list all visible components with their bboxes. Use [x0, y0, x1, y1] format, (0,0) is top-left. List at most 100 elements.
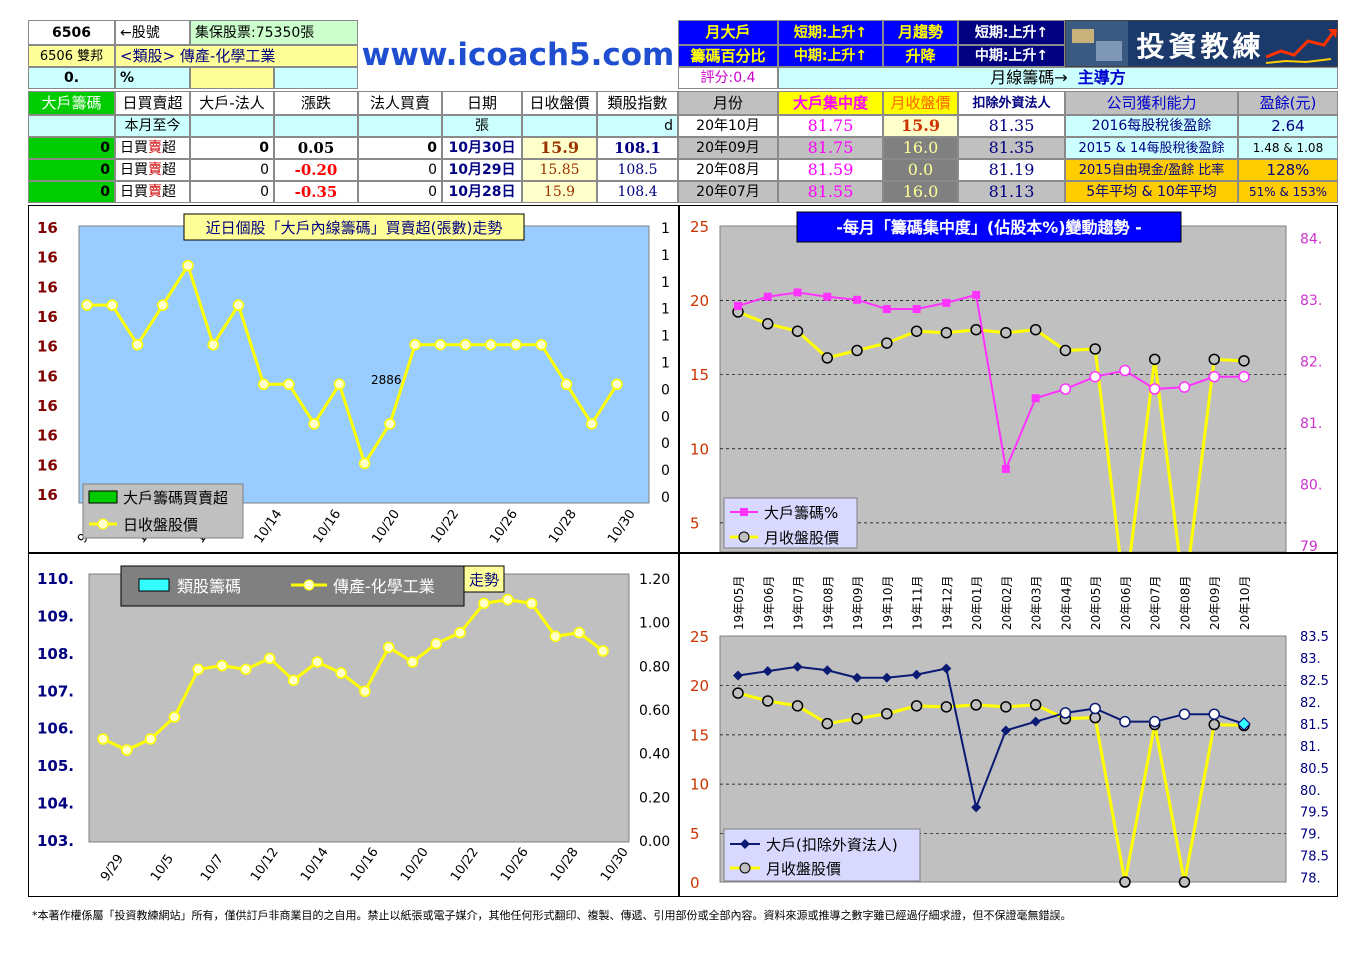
legend-label: 類股籌碼 [177, 577, 241, 596]
x-tick-label: 19年06月 [762, 575, 776, 630]
close-price-point [940, 326, 953, 339]
y2-tick-label: 83.5 [1300, 630, 1329, 645]
col-header: 漲跌 [274, 91, 358, 115]
close-price-point [333, 378, 346, 391]
x-tick-label: 19年05月 [732, 575, 746, 630]
legend-label: 月收盤股價 [764, 529, 839, 547]
y2-tick-label: 80. [1300, 784, 1321, 799]
sector-chart-panel: 110. 109. 108. 107. 106. 105. 104. 103. 1.20 1.00… [28, 553, 679, 897]
close-price-point [1029, 323, 1042, 336]
y2-tick-label: 0 [661, 409, 670, 425]
excl-cell: 81.35 [958, 137, 1065, 159]
close-price-point [1148, 353, 1161, 366]
excl-cell: 81.19 [958, 159, 1065, 181]
sub-cell [190, 115, 274, 137]
col-header: 月份 [678, 91, 778, 115]
sector-index-point [144, 733, 157, 745]
close-price-point [611, 378, 623, 391]
y-tick-label: 10 [690, 776, 709, 794]
x-tick-label: 10/22 [448, 845, 482, 884]
excl-foreign-point [1178, 708, 1191, 720]
excl-foreign-point [822, 665, 833, 676]
y-tick-label: 16 [37, 278, 58, 296]
website-link[interactable]: www.icoach5.com [361, 36, 675, 73]
y2-tick-label: 0.60 [639, 703, 670, 719]
sector-index-point [335, 667, 347, 679]
sector-index-point [287, 674, 300, 687]
y-tick-label: 0 [690, 874, 700, 892]
big-holder-value: 0 [28, 159, 115, 181]
profit-label: 2015 & 14每股稅後盈餘 [1065, 137, 1238, 159]
sector-index-point [216, 659, 228, 672]
excl-foreign-point [1148, 715, 1161, 728]
change-value: -0.35 [274, 181, 358, 203]
index-value: 108.5 [597, 159, 678, 181]
y-tick-label: 15 [690, 366, 709, 384]
close-price-point [881, 707, 893, 720]
x-tick-label: 10/30 [605, 507, 639, 546]
x-tick-label: 19年07月 [792, 575, 806, 630]
concentration-point [912, 305, 921, 314]
y2-tick-label: 80. [1300, 477, 1322, 493]
month-cell: 20年09月 [678, 137, 778, 159]
legend-label: 日收盤股價 [123, 516, 198, 534]
sub-cell: 本月至今 [115, 115, 190, 137]
sector-chart: 110. 109. 108. 107. 106. 105. 104. 103. 1.20 1.00… [37, 565, 670, 884]
y2-tick-label: 1 [661, 302, 670, 318]
sub-cell: d [597, 115, 678, 137]
y2-tick-label: 0 [661, 436, 670, 452]
concentration-point [1031, 394, 1040, 403]
big-holder-value: 0 [28, 181, 115, 203]
y2-tick-label: 79.5 [1300, 806, 1329, 821]
y2-tick-label: 0.00 [639, 834, 670, 850]
stock-code-label: ←股號 [115, 20, 190, 45]
sector-index-point [502, 593, 514, 606]
y2-tick-label: 0.20 [639, 790, 670, 806]
sector-index-point [168, 711, 181, 723]
sector-index-point [597, 645, 609, 657]
chart-title: 走勢 [469, 571, 499, 589]
date-value: 10月30日 [442, 137, 522, 159]
legend-label: 大戶(扣除外資法人) [766, 836, 898, 854]
plot-area [88, 573, 630, 843]
legend-swatch [88, 490, 118, 504]
excl-foreign-point [1119, 715, 1131, 728]
y2-tick-label: 1 [661, 356, 670, 372]
y-tick-label: 16 [37, 486, 58, 504]
daily-chip-chart: 16 16 16 16 16 16 16 16 16 16 1 1 1 1 1 1 0 0 0 0 0 2886 近日個股「… [37, 213, 670, 546]
x-tick-label: 20年02月 [1000, 575, 1014, 630]
close-price-point [308, 418, 320, 430]
col-header: 扣除外資法人 [958, 91, 1065, 115]
concentration-cell: 81.75 [778, 137, 883, 159]
big-holder-label: 月大戶 [678, 20, 778, 45]
y2-tick-label: 81. [1300, 416, 1322, 432]
logo-text: 投資教練 [1136, 29, 1265, 63]
sub-cell [358, 115, 442, 137]
col-header: 大戶集中度 [778, 91, 883, 115]
x-tick-label: 20年07月 [1149, 575, 1163, 630]
y2-tick-label: 1 [661, 221, 670, 237]
daily-chip-chart-panel: 16 16 16 16 16 16 16 16 16 16 1 1 1 1 1 1 0 0 0 0 0 2886 近日個股「… [28, 205, 679, 553]
x-tick-label: 10/14 [252, 507, 286, 546]
concentration-chart: 25 20 15 10 5 84. 83. 82. 81. 80. 79 -每月「籌碼集中度」(佔股本… [690, 211, 1322, 598]
close-price-point [821, 717, 834, 730]
y2-tick-label: 83. [1300, 652, 1321, 667]
x-tick-label: 19年12月 [940, 575, 954, 630]
y2-tick-label: 82. [1300, 696, 1321, 711]
col-header: 類股指數 [597, 91, 678, 115]
close-price-point [970, 699, 982, 711]
concentration-point [1238, 370, 1250, 383]
excl-foreign-chart: 19年05月 19年06月 19年07月 19年08月 19年09月 19年10月 19年1… [690, 575, 1329, 892]
x-tick-label: 20年04月 [1059, 575, 1073, 630]
excl-foreign-point [762, 666, 773, 677]
blank-cell [190, 67, 274, 89]
y2-tick-label: 78. [1300, 872, 1321, 887]
close-price-point [1029, 699, 1042, 711]
sector-index-point [382, 641, 395, 654]
x-tick-label: 20年06月 [1119, 575, 1133, 630]
y2-tick-label: 80.5 [1300, 762, 1329, 777]
dominant-label: 主導方 [1077, 68, 1126, 87]
close-price-point [182, 259, 194, 272]
y2-tick-label: 1 [661, 248, 670, 264]
close-value: 15.85 [522, 159, 597, 181]
